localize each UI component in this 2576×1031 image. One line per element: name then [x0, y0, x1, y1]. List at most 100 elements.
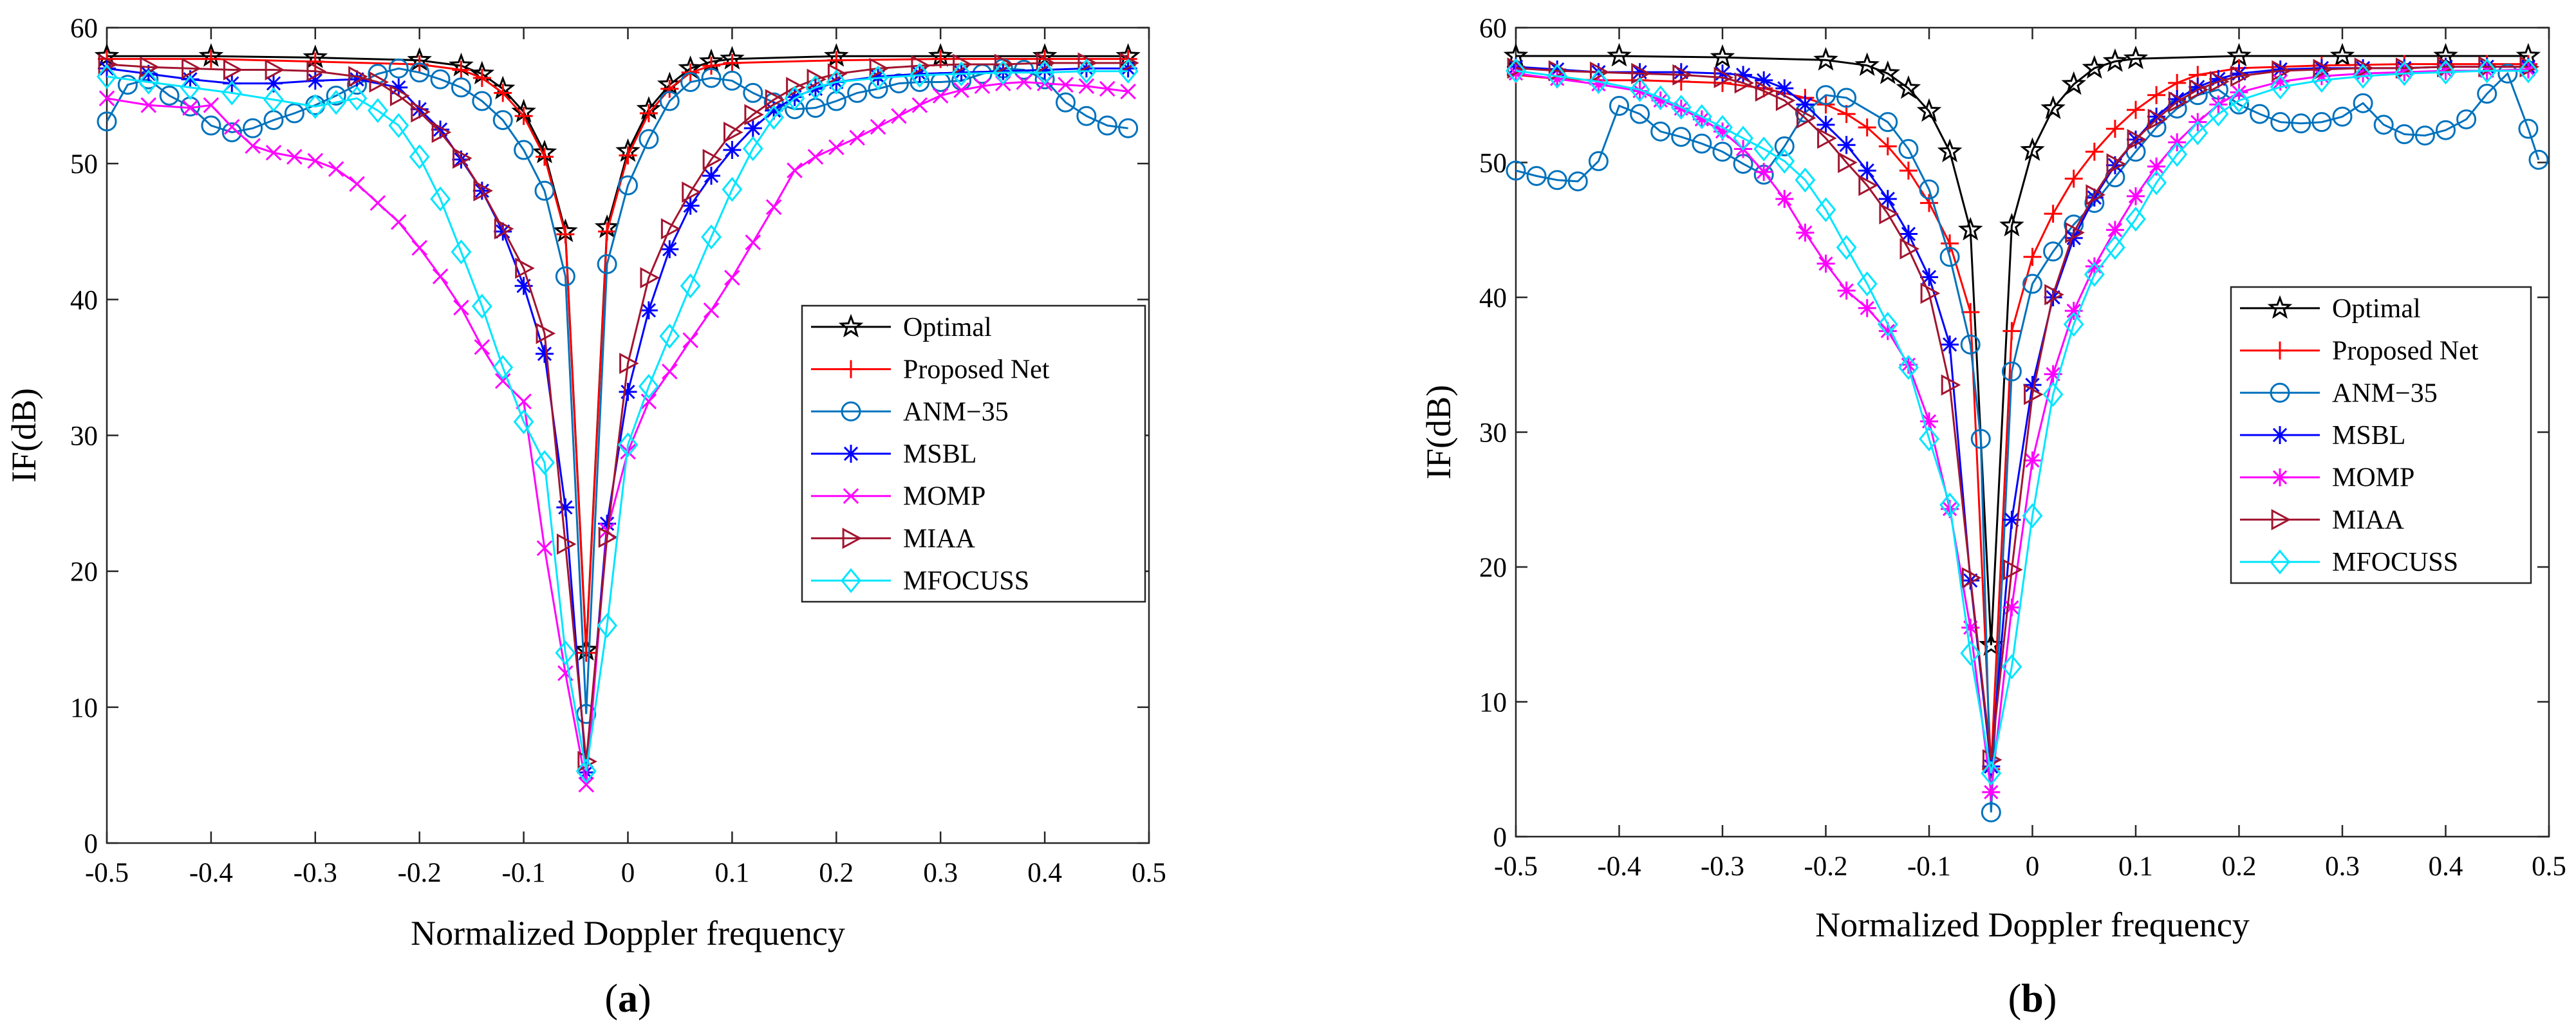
data-point	[367, 98, 388, 124]
data-point	[617, 432, 639, 458]
data-point	[431, 120, 450, 139]
data-point	[369, 195, 386, 211]
legend-marker	[2271, 426, 2289, 444]
data-point	[221, 122, 242, 143]
data-point	[703, 302, 720, 319]
data-point	[2105, 221, 2124, 239]
data-point	[1099, 80, 1115, 97]
data-point	[2168, 90, 2187, 109]
data-point	[2106, 153, 2127, 175]
x-tick-label: 0.2	[2222, 851, 2257, 882]
data-point	[1734, 72, 1755, 94]
data-point	[2519, 60, 2537, 79]
data-point	[722, 176, 743, 202]
data-point	[1629, 77, 1650, 102]
data-point	[453, 299, 469, 316]
data-point	[1526, 165, 1547, 186]
series-line	[1516, 55, 2528, 646]
data-point	[514, 140, 534, 160]
data-point	[2064, 301, 2083, 320]
data-point	[1775, 79, 1794, 98]
data-point	[2125, 207, 2146, 232]
data-point	[1506, 58, 1526, 84]
data-point	[1796, 95, 1815, 114]
data-point	[660, 240, 679, 259]
data-point	[1961, 618, 1980, 637]
data-point	[535, 147, 554, 166]
data-point	[1816, 254, 1835, 273]
data-point	[182, 57, 201, 79]
data-point	[388, 113, 409, 138]
data-point	[953, 82, 969, 98]
data-point	[786, 77, 806, 98]
data-point	[1650, 121, 1671, 142]
data-point	[514, 107, 533, 125]
data-point	[577, 763, 595, 782]
data-point	[1590, 61, 1610, 83]
x-tick-label: -0.5	[1494, 851, 1538, 882]
data-point	[307, 153, 324, 169]
legend-marker	[842, 360, 860, 378]
data-point	[472, 91, 492, 111]
data-point	[1548, 70, 1567, 88]
data-point	[1898, 355, 1919, 380]
data-point	[221, 80, 243, 106]
data-point	[911, 97, 928, 113]
data-point	[765, 101, 783, 120]
data-point	[722, 70, 742, 91]
data-point	[265, 145, 282, 161]
data-point	[994, 62, 1013, 80]
data-point	[286, 149, 303, 165]
data-point	[1016, 74, 1032, 90]
data-point	[2476, 58, 2497, 84]
data-point	[1672, 99, 1690, 118]
data-point	[1796, 223, 1815, 242]
x-tick-label: 0	[2026, 851, 2040, 882]
data-point	[598, 514, 617, 533]
data-point	[2022, 503, 2043, 528]
data-point	[2456, 109, 2477, 129]
data-point	[1858, 162, 1876, 180]
data-point	[1815, 197, 1836, 223]
y-tick-label: 20	[70, 557, 98, 588]
data-point	[2436, 120, 2456, 140]
data-point	[1858, 174, 1878, 196]
data-point	[701, 224, 722, 250]
data-point	[619, 353, 639, 375]
series-line	[1516, 70, 2528, 774]
data-point	[492, 110, 513, 131]
data-point	[1858, 118, 1876, 137]
data-point	[1837, 136, 1856, 154]
x-tick-label: 0.5	[2532, 851, 2566, 882]
y-tick-label: 30	[1479, 418, 1507, 449]
data-point	[2023, 451, 2042, 470]
data-point	[1097, 115, 1117, 136]
data-point	[1878, 322, 1897, 340]
x-tick-label: -0.1	[1907, 851, 1951, 882]
legend-label: Proposed Net	[903, 355, 1050, 385]
data-point	[494, 218, 514, 240]
data-point	[1670, 95, 1692, 120]
caption-close-paren: )	[2044, 977, 2057, 1021]
data-point	[1813, 46, 1838, 71]
legend-label: Optimal	[903, 313, 992, 342]
data-point	[993, 60, 1014, 86]
data-point	[2329, 42, 2355, 67]
legend-marker	[2271, 508, 2291, 530]
data-point	[98, 53, 118, 75]
data-point	[2147, 86, 2166, 104]
data-point	[742, 136, 763, 162]
data-point	[723, 53, 742, 72]
data-point	[2127, 187, 2145, 205]
data-point	[2332, 106, 2353, 127]
x-tick-label: -0.3	[294, 858, 337, 888]
data-point	[2002, 510, 2021, 529]
data-point	[765, 89, 785, 111]
data-point	[1878, 190, 1897, 209]
caption-panel-letter: a	[618, 977, 638, 1021]
data-point	[1916, 98, 1942, 122]
data-point	[701, 68, 722, 88]
data-point	[1920, 194, 1938, 212]
y-tick-label: 50	[70, 149, 98, 180]
data-point	[139, 64, 158, 83]
